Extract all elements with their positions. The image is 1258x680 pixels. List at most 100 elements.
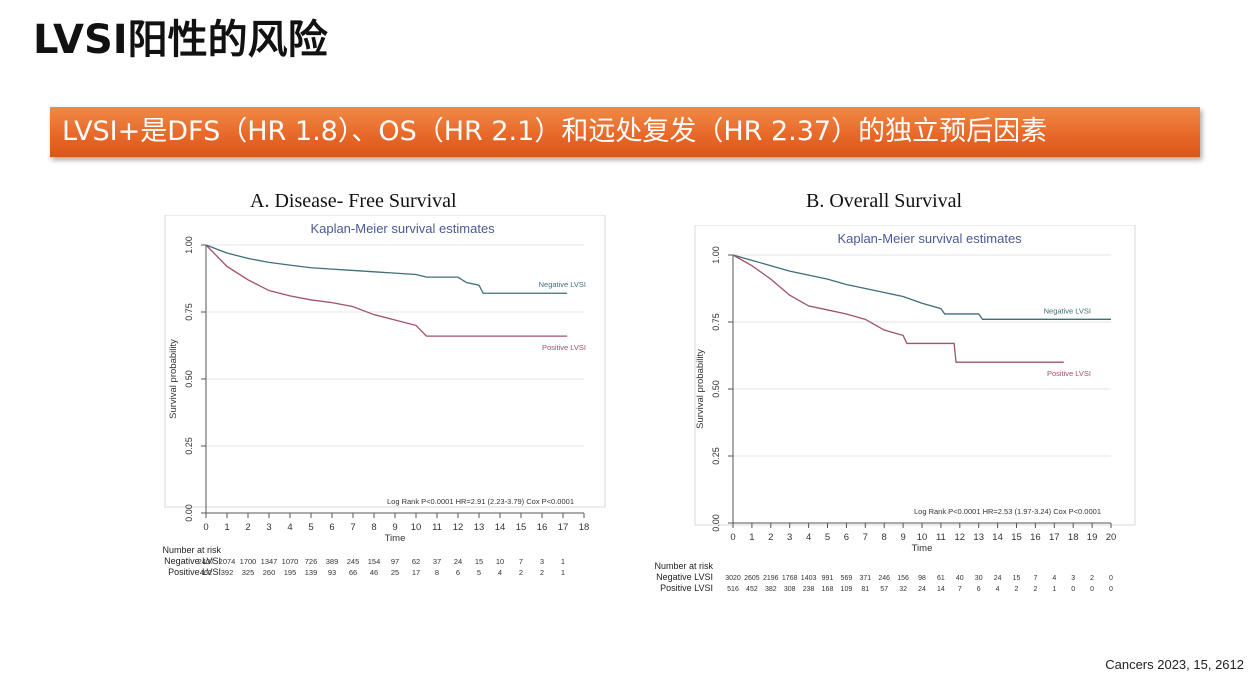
x-tick-label: 10 <box>917 532 928 543</box>
x-tick-label: 3 <box>787 532 792 543</box>
x-tick-label: 17 <box>558 522 569 533</box>
positive-lvsi-curve <box>205 244 568 337</box>
risk-cell: 0 <box>1090 586 1094 593</box>
x-tick-label: 15 <box>516 522 527 533</box>
x-tick-label: 0 <box>203 522 208 533</box>
risk-cell: 62 <box>412 557 420 566</box>
risk-cell: 3020 <box>725 575 741 582</box>
risk-cell: 97 <box>391 557 399 566</box>
risk-cell: 3 <box>1071 575 1075 582</box>
risk-cell: 40 <box>956 575 964 582</box>
positive-lvsi-label: Positive LVSI <box>542 343 586 352</box>
risk-cell: 246 <box>878 575 890 582</box>
x-axis-label: Time <box>912 543 933 554</box>
negative-lvsi-curve <box>205 244 568 294</box>
x-tick-label: 9 <box>900 532 905 543</box>
x-tick-label: 5 <box>825 532 830 543</box>
risk-cell: 462 <box>200 568 213 577</box>
risk-row-label-negative: Negative LVSI <box>656 572 713 582</box>
risk-cell: 5 <box>477 568 481 577</box>
risk-cell: 2196 <box>763 575 779 582</box>
risk-cell: 1347 <box>261 557 278 566</box>
key-finding-banner: LVSI+是DFS（HR 1.8）、OS（HR 2.1）和远处复发（HR 2.3… <box>50 107 1200 157</box>
risk-cell: 0 <box>1071 586 1075 593</box>
x-tick-label: 15 <box>1011 532 1022 543</box>
y-tick-label: 0.25 <box>184 437 194 455</box>
x-tick-label: 14 <box>992 532 1003 543</box>
x-tick-label: 17 <box>1049 532 1060 543</box>
x-tick-label: 9 <box>392 522 397 533</box>
risk-table-title: Number at risk <box>654 561 713 571</box>
x-tick-label: 6 <box>329 522 334 533</box>
stats-annotation: Log Rank P<0.0001 HR=2.91 (2.23-3.79) Co… <box>387 497 574 506</box>
x-tick-label: 18 <box>1068 532 1079 543</box>
risk-cell: 32 <box>899 586 907 593</box>
risk-cell: 61 <box>937 575 945 582</box>
risk-cell: 991 <box>822 575 834 582</box>
risk-cell: 154 <box>368 557 381 566</box>
dfs-km-chart: Kaplan-Meier survival estimates 0.00 0.25 0… <box>110 215 610 585</box>
risk-cell: 1 <box>1052 586 1056 593</box>
x-tick-label: 19 <box>1087 532 1098 543</box>
risk-cell: 57 <box>880 586 888 593</box>
risk-cell: 1700 <box>240 557 257 566</box>
risk-cell: 2605 <box>744 575 760 582</box>
negative-lvsi-label: Negative LVSI <box>539 280 586 289</box>
risk-cell: 452 <box>746 586 758 593</box>
risk-cell: 24 <box>454 557 462 566</box>
y-axis-label: Survival probability <box>695 349 706 429</box>
risk-cell: 7 <box>958 586 962 593</box>
y-tick-label: 0.00 <box>711 514 721 532</box>
risk-cell: 8 <box>435 568 439 577</box>
negative-lvsi-label: Negative LVSI <box>1044 306 1091 315</box>
x-tick-label: 18 <box>579 522 590 533</box>
risk-cell: 139 <box>305 568 318 577</box>
x-tick-label: 1 <box>224 522 229 533</box>
risk-table-title: Number at risk <box>162 545 221 555</box>
risk-cell: 93 <box>328 568 336 577</box>
y-tick-label: 0.50 <box>184 370 194 388</box>
risk-cell: 2074 <box>219 557 236 566</box>
risk-cell: 25 <box>391 568 399 577</box>
positive-lvsi-label: Positive LVSI <box>1047 369 1091 378</box>
risk-cell: 389 <box>326 557 339 566</box>
citation: Cancers 2023, 15, 2612 <box>1105 657 1244 672</box>
risk-cell: 516 <box>727 586 739 593</box>
risk-cell: 66 <box>349 568 357 577</box>
positive-lvsi-curve <box>732 254 1064 363</box>
x-tick-label: 0 <box>730 532 735 543</box>
x-tick-label: 5 <box>308 522 313 533</box>
panel-b-heading: B. Overall Survival <box>806 190 963 212</box>
x-tick-label: 12 <box>955 532 966 543</box>
x-tick-label: 4 <box>287 522 292 533</box>
x-tick-label: 20 <box>1106 532 1117 543</box>
x-tick-label: 16 <box>537 522 548 533</box>
x-tick-label: 4 <box>806 532 811 543</box>
risk-cell: 81 <box>861 586 869 593</box>
risk-cell: 1403 <box>801 575 817 582</box>
chart-background <box>640 225 1140 605</box>
risk-cell: 7 <box>1033 575 1037 582</box>
risk-cell: 0 <box>1109 586 1113 593</box>
chart-title: Kaplan-Meier survival estimates <box>310 221 495 236</box>
negative-lvsi-curve <box>732 254 1111 320</box>
x-tick-label: 11 <box>432 522 442 533</box>
x-tick-label: 2 <box>245 522 250 533</box>
risk-cell: 245 <box>347 557 360 566</box>
risk-cell: 238 <box>803 586 815 593</box>
risk-cell: 24 <box>994 575 1002 582</box>
risk-cell: 15 <box>475 557 483 566</box>
x-tick-label: 1 <box>749 532 754 543</box>
risk-cell: 308 <box>784 586 796 593</box>
risk-cell: 3 <box>540 557 544 566</box>
risk-cell: 371 <box>859 575 871 582</box>
risk-cell: 195 <box>284 568 297 577</box>
y-tick-label: 1.00 <box>711 246 721 264</box>
y-tick-label: 0.75 <box>711 313 721 331</box>
risk-row-label-negative: Negative LVSI <box>164 556 221 566</box>
x-tick-label: 8 <box>882 532 887 543</box>
x-tick-label: 7 <box>350 522 355 533</box>
x-tick-label: 6 <box>844 532 849 543</box>
risk-cell: 2407 <box>198 557 215 566</box>
y-tick-label: 0.25 <box>711 447 721 465</box>
